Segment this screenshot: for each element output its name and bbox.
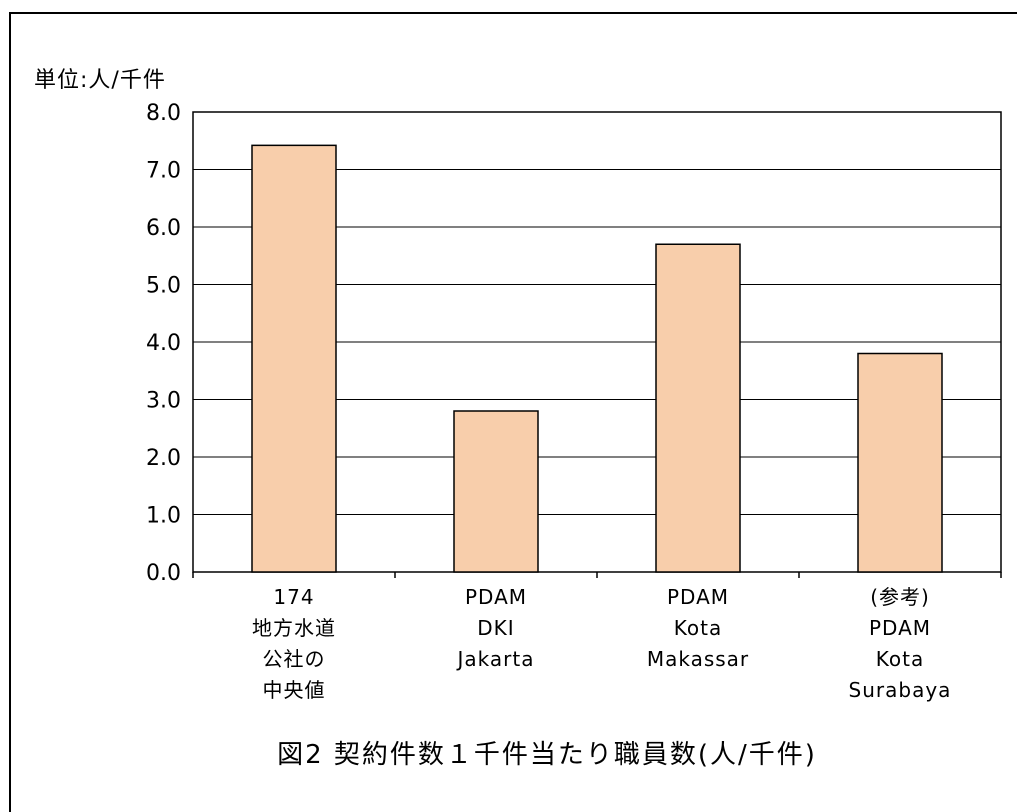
bar: [453, 410, 539, 573]
bar: [655, 243, 741, 573]
x-category-label: 174: [273, 585, 314, 609]
y-tick-label: 6.0: [146, 216, 181, 241]
x-category-label: Makassar: [647, 647, 749, 671]
x-category-label: PDAM: [869, 616, 931, 640]
chart-caption: 図2 契約件数１千件当たり職員数(人/千件): [277, 740, 817, 770]
x-category-label: Kota: [674, 616, 722, 640]
y-tick-label: 8.0: [146, 101, 181, 126]
x-category-label: Kota: [876, 647, 924, 671]
x-category-label: PDAM: [667, 585, 729, 609]
y-tick-label: 0.0: [146, 561, 181, 586]
y-tick-label: 5.0: [146, 274, 181, 299]
y-tick-label: 4.0: [146, 331, 181, 356]
y-tick-label: 2.0: [146, 446, 181, 471]
y-tick-label: 7.0: [146, 159, 181, 184]
x-category-label: 中央値: [263, 678, 326, 702]
x-category-label: 地方水道: [252, 616, 336, 640]
y-tick-label: 3.0: [146, 389, 181, 414]
bar: [251, 144, 337, 573]
unit-label: 単位:人/千件: [34, 68, 166, 93]
x-category-label: Jakarta: [456, 647, 535, 671]
x-category-label: DKI: [477, 616, 514, 640]
y-tick-label: 1.0: [146, 504, 181, 529]
chart-frame: [9, 12, 1017, 812]
x-category-label: (参考): [870, 585, 930, 609]
x-category-label: PDAM: [465, 585, 527, 609]
x-category-label: Surabaya: [849, 678, 952, 702]
bar: [857, 352, 943, 573]
bar-chart: 0.0 1.0 2.0 3.0 4.0 5.0 6.0 7.0 8.0 174 地方水道公社の中央値…: [146, 101, 1002, 702]
x-category-label: 公社の: [263, 647, 326, 671]
